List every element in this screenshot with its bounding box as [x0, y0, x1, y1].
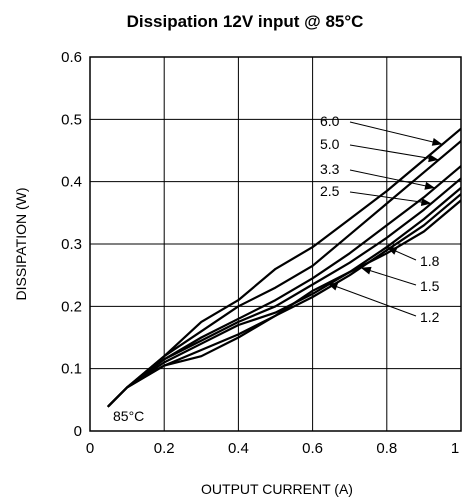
series-line-1.2 — [107, 199, 461, 408]
series-label: 1.5 — [420, 278, 440, 294]
label-arrowhead — [431, 138, 443, 146]
series-line-5.0 — [107, 140, 461, 408]
y-tick-label: 0.3 — [61, 236, 82, 253]
y-tick-label: 0.2 — [61, 298, 82, 315]
x-tick-label: 0.8 — [376, 440, 397, 457]
y-tick-labels: 0 0.1 0.2 0.3 0.4 0.5 0.6 — [61, 49, 82, 440]
label-arrowhead — [327, 283, 339, 291]
label-arrowhead — [386, 247, 398, 255]
series-label: 6.0 — [320, 113, 340, 129]
chart-title: Dissipation 12V input @ 85°C — [127, 12, 364, 31]
x-tick-label: 0 — [86, 440, 94, 457]
series-label: 2.5 — [320, 183, 340, 199]
y-tick-label: 0.5 — [61, 111, 82, 128]
y-tick-label: 0.6 — [61, 49, 82, 66]
series-label: 1.8 — [420, 253, 440, 269]
label-leader-line — [349, 191, 432, 204]
label-arrowhead — [420, 198, 432, 206]
label-arrowhead — [424, 181, 435, 190]
series-label: 5.0 — [320, 136, 340, 152]
x-tick-label: 1 — [451, 440, 459, 457]
x-tick-label: 0.4 — [228, 440, 249, 457]
x-axis-label: OUTPUT CURRENT (A) — [201, 481, 353, 497]
y-tick-label: 0 — [74, 423, 82, 440]
series-label: 1.2 — [420, 309, 440, 325]
label-leader-line — [349, 121, 443, 145]
y-axis-label: DISSIPATION (W) — [13, 187, 29, 300]
y-tick-label: 0.1 — [61, 361, 82, 378]
label-arrowhead — [360, 266, 372, 275]
x-tick-labels: 0 0.2 0.4 0.6 0.8 1 — [86, 440, 459, 457]
series-label: 3.3 — [320, 161, 340, 177]
plot-frame — [89, 56, 462, 432]
series-labels: 6.0 5.0 3.3 2.5 1.8 1.5 1.2 — [320, 113, 443, 325]
label-leader-line — [349, 169, 436, 189]
x-tick-label: 0.2 — [154, 440, 175, 457]
y-tick-label: 0.4 — [61, 174, 82, 191]
series-line-2.5 — [107, 177, 461, 408]
series-line-3.3 — [107, 165, 461, 408]
label-arrowhead — [428, 154, 439, 163]
temperature-annotation: 85°C — [113, 408, 144, 424]
label-leader-line — [327, 282, 417, 317]
series-lines — [107, 127, 461, 408]
series-line-1.8 — [107, 186, 461, 408]
x-tick-label: 0.6 — [302, 440, 323, 457]
label-leader-line — [349, 144, 439, 161]
